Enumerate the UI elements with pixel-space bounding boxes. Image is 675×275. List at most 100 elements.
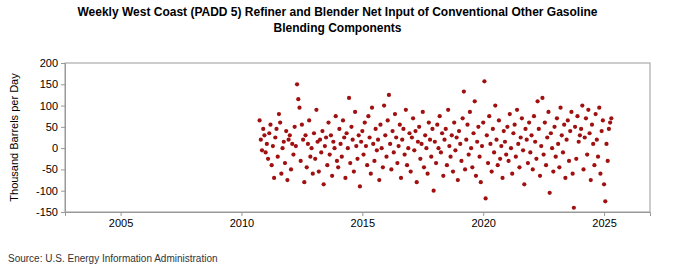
y-tick: -100 <box>36 185 65 197</box>
data-point <box>502 129 506 133</box>
data-point <box>374 127 378 131</box>
data-point <box>522 182 526 186</box>
data-point <box>506 159 510 163</box>
data-point <box>355 157 359 161</box>
x-tick-mark <box>362 212 363 216</box>
data-point <box>504 152 508 156</box>
data-point <box>539 144 543 148</box>
data-point <box>447 144 451 148</box>
data-point <box>354 144 358 148</box>
data-point <box>592 163 596 167</box>
x-tick-label: 2005 <box>109 217 133 229</box>
y-tick-label: 100 <box>40 100 58 112</box>
data-point <box>542 152 546 156</box>
data-point <box>575 114 579 118</box>
data-point <box>413 129 417 133</box>
data-point <box>370 106 374 110</box>
data-point <box>268 123 272 127</box>
data-point <box>453 148 457 152</box>
data-point <box>430 127 434 131</box>
data-point <box>366 114 370 118</box>
data-point <box>332 146 336 150</box>
data-point <box>314 108 318 112</box>
data-point <box>389 167 393 171</box>
data-point <box>296 97 300 101</box>
data-point <box>485 133 489 137</box>
y-axis-line <box>61 64 66 213</box>
data-point <box>438 114 442 118</box>
y-tick-mark <box>61 106 65 107</box>
data-point <box>436 146 440 150</box>
data-point <box>567 159 571 163</box>
data-point <box>311 172 315 176</box>
data-point <box>337 127 341 131</box>
data-point <box>473 99 477 103</box>
data-point <box>515 108 519 112</box>
data-point <box>423 133 427 137</box>
data-point <box>285 178 289 182</box>
data-point <box>299 159 303 163</box>
data-point <box>303 133 307 137</box>
data-point <box>595 138 599 142</box>
data-point <box>401 127 405 131</box>
x-tick-label: 2010 <box>230 217 254 229</box>
data-point <box>421 110 425 114</box>
data-point <box>543 120 547 124</box>
data-point <box>520 116 524 120</box>
data-point <box>313 157 317 161</box>
data-point <box>513 123 517 127</box>
data-point <box>442 138 446 142</box>
data-point <box>458 142 462 146</box>
y-tick-mark <box>61 148 65 149</box>
data-point <box>428 138 432 142</box>
y-axis-title: Thousand Barrels per Day <box>8 73 20 202</box>
x-axis-line <box>66 213 651 217</box>
data-point <box>572 206 576 210</box>
data-point <box>467 152 471 156</box>
data-point <box>608 120 612 124</box>
data-point <box>462 89 466 93</box>
data-point <box>463 167 467 171</box>
data-point <box>325 163 329 167</box>
data-point <box>604 142 608 146</box>
data-point <box>360 129 364 133</box>
data-point <box>545 135 549 139</box>
chart: Weekly West Coast (PADD 5) Refiner and B… <box>0 0 675 275</box>
data-point <box>519 135 523 139</box>
data-point <box>286 138 290 142</box>
data-point <box>557 165 561 169</box>
data-point <box>432 189 436 193</box>
data-point <box>590 123 594 127</box>
data-point <box>556 142 560 146</box>
data-point <box>603 199 607 203</box>
data-point <box>511 131 515 135</box>
y-tick-label: 200 <box>40 57 58 69</box>
data-point <box>403 152 407 156</box>
data-point <box>571 172 575 176</box>
data-point <box>371 142 375 146</box>
data-point <box>361 152 365 156</box>
x-tick-mark <box>121 212 122 216</box>
data-point <box>272 176 276 180</box>
data-point <box>394 135 398 139</box>
data-point <box>412 148 416 152</box>
data-point <box>517 165 521 169</box>
points <box>257 79 613 210</box>
data-point <box>566 118 570 122</box>
data-point <box>323 144 327 148</box>
data-point <box>386 118 390 122</box>
data-point <box>593 112 597 116</box>
data-point <box>497 118 501 122</box>
data-point <box>558 106 562 110</box>
data-point <box>491 127 495 131</box>
data-point <box>329 133 333 137</box>
data-point <box>500 176 504 180</box>
data-point <box>405 163 409 167</box>
y-tick-mark <box>61 63 65 64</box>
data-point <box>392 150 396 154</box>
data-point <box>600 129 604 133</box>
data-point <box>580 103 584 107</box>
plot-frame <box>65 63 650 212</box>
data-point <box>544 163 548 167</box>
data-point <box>381 165 385 169</box>
